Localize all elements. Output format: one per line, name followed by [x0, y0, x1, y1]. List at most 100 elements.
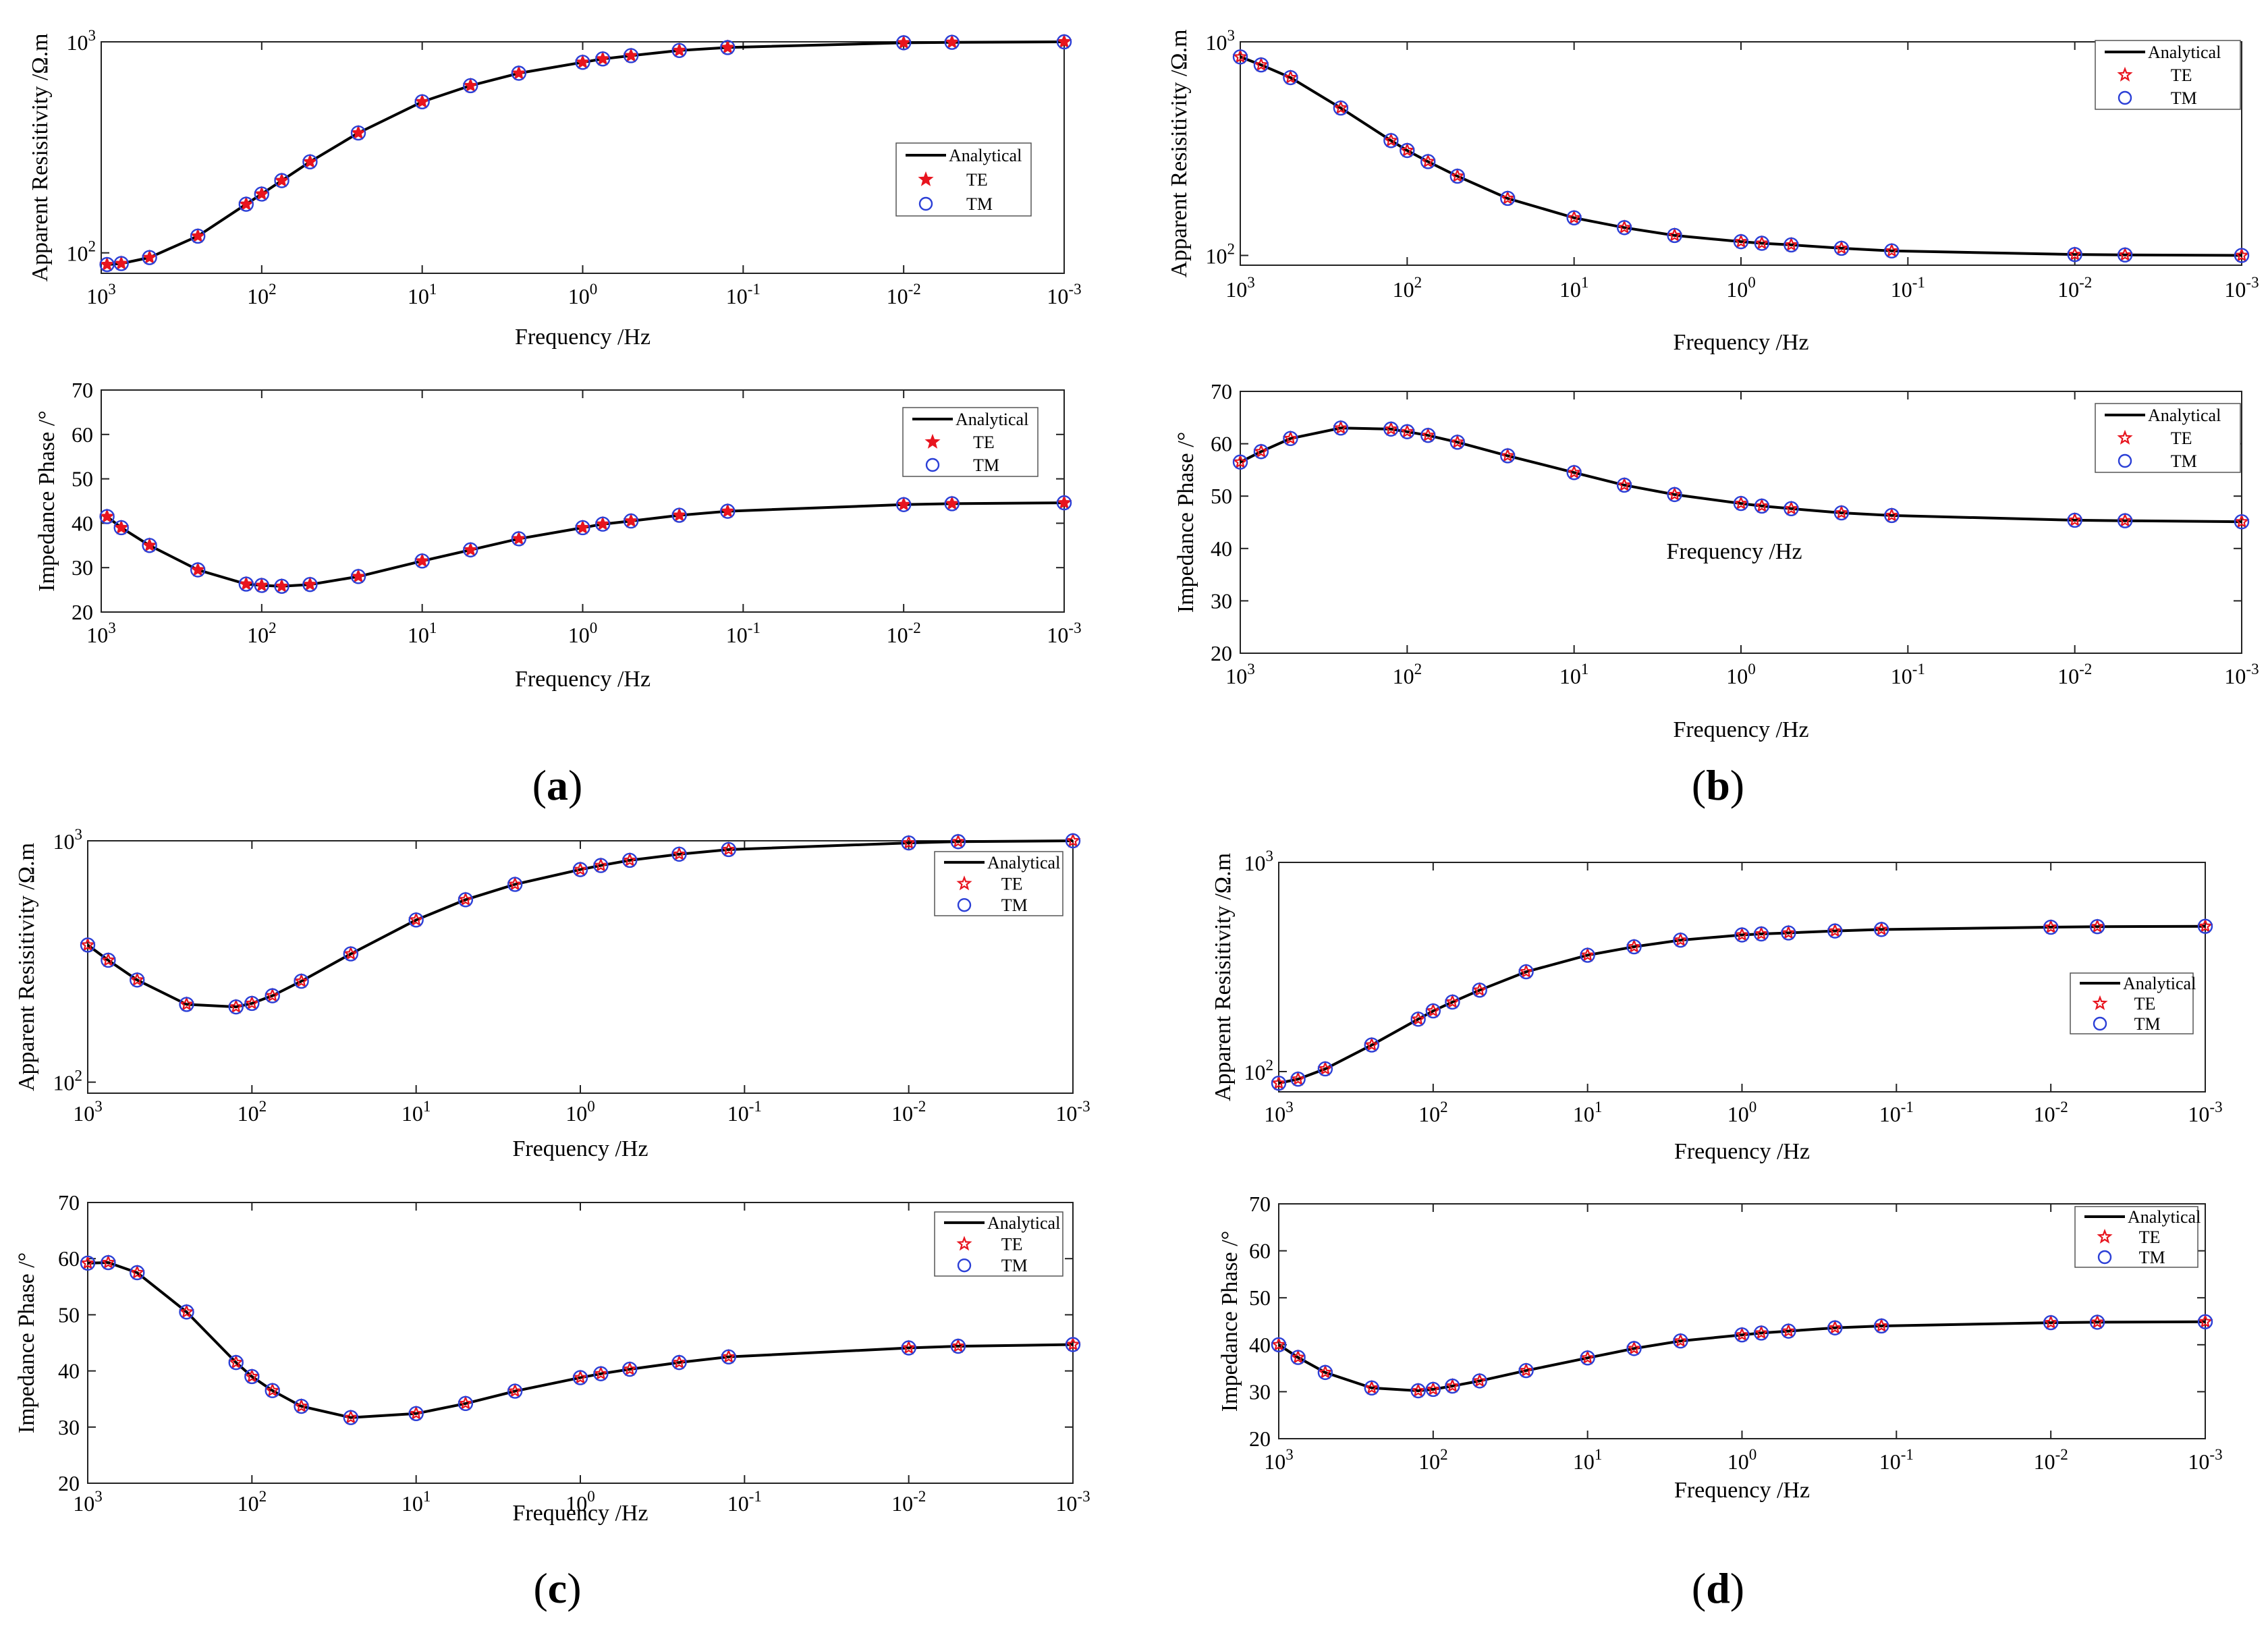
- x-axis-label: Frequency /Hz: [1674, 1139, 1810, 1164]
- tm-point: [408, 912, 424, 928]
- x-tick-label-base: 10: [1559, 277, 1581, 302]
- y-tick-label-base: 10: [1244, 1060, 1265, 1084]
- x-tick-label-base: 10: [1727, 1449, 1749, 1474]
- x-tick-label-exponent: 3: [94, 1487, 103, 1505]
- x-tick-label: 10-3: [2188, 1445, 2222, 1474]
- x-tick-label-base: 10: [73, 1101, 94, 1126]
- te-point: [1734, 927, 1750, 942]
- x-tick-label-base: 10: [1879, 1102, 1901, 1126]
- te-point: [2117, 246, 2133, 262]
- tm-point: [1056, 495, 1072, 511]
- y-tick-label-base: 10: [1244, 851, 1265, 875]
- x-tick-label-base: 10: [1891, 277, 1912, 302]
- te-point: [254, 577, 270, 592]
- x-tick-label: 103: [86, 619, 116, 647]
- tm-point: [228, 999, 244, 1015]
- x-tick-label: 10-1: [726, 280, 760, 308]
- tm-point: [463, 78, 478, 94]
- te-point: [623, 512, 639, 528]
- x-tick-label: 100: [1727, 1445, 1757, 1474]
- tm-point: [1333, 420, 1349, 436]
- legend-label-tm: TM: [1001, 895, 1028, 915]
- x-tick-label: 10-1: [726, 619, 760, 647]
- x-tick-label-exponent: 3: [1285, 1098, 1294, 1115]
- x-tick-label-exponent: 2: [269, 280, 277, 298]
- x-tick-label-base: 10: [1573, 1449, 1595, 1474]
- te-point: [671, 42, 688, 57]
- tm-point: [113, 256, 129, 271]
- te-point: [1783, 236, 1800, 252]
- tm-point: [1733, 495, 1749, 512]
- te-point: [265, 987, 281, 1003]
- te-point: [244, 995, 260, 1010]
- tm-point: [1733, 233, 1749, 250]
- x-tick-label-base: 10: [402, 1491, 423, 1516]
- x-tick-label: 100: [565, 1487, 595, 1516]
- te-point: [302, 153, 319, 169]
- tm-point: [414, 94, 430, 110]
- tm-point: [142, 250, 157, 265]
- x-tick-label-exponent: -2: [2055, 1098, 2068, 1115]
- tm-point: [572, 862, 588, 877]
- te-point: [80, 1254, 96, 1270]
- x-tick-label-exponent: 0: [1748, 273, 1756, 291]
- te-point: [1753, 1325, 1769, 1340]
- y-tick-label: 50: [58, 1302, 80, 1327]
- tm-point: [130, 972, 145, 988]
- tm-point: [1283, 431, 1298, 447]
- te-point: [511, 530, 527, 546]
- x-tick-label: 100: [1726, 660, 1756, 688]
- tm-point: [575, 520, 590, 536]
- x-tick-label-exponent: -2: [908, 280, 921, 298]
- tm-point: [1232, 454, 1248, 470]
- tm-point: [1283, 70, 1298, 86]
- tm-point: [265, 1383, 280, 1398]
- x-tick-label: 102: [247, 619, 277, 647]
- y-tick-label: 102: [1244, 1056, 1273, 1084]
- y-tick-label-exponent: 3: [1227, 26, 1235, 44]
- x-tick-label: 101: [402, 1487, 431, 1516]
- te-point: [1518, 963, 1534, 978]
- te-point: [99, 508, 115, 524]
- y-tick-label: 103: [1244, 847, 1273, 875]
- x-tick-label: 103: [1264, 1445, 1294, 1474]
- legend-label-analytical: Analytical: [987, 853, 1060, 873]
- tm-point: [1781, 1323, 1796, 1339]
- y-tick-label-base: 10: [53, 1071, 74, 1095]
- x-tick-label: 10-3: [2224, 273, 2259, 302]
- tm-point: [1673, 1333, 1688, 1349]
- te-point: [944, 34, 960, 49]
- tm-point: [244, 995, 260, 1012]
- tm-point: [343, 1410, 359, 1425]
- te-point: [1065, 1336, 1081, 1352]
- tm-point: [1518, 1362, 1534, 1379]
- te-point: [302, 576, 318, 592]
- te-point: [1754, 497, 1770, 513]
- tm-point: [179, 1304, 194, 1320]
- x-tick-label-exponent: 2: [1440, 1445, 1448, 1463]
- te-point: [1056, 494, 1072, 509]
- te-point: [1271, 1336, 1287, 1352]
- x-tick-label: 10-1: [727, 1487, 762, 1516]
- tm-point: [302, 154, 318, 170]
- te-point: [1317, 1060, 1333, 1076]
- tm-point: [1472, 983, 1487, 998]
- tm-point: [1410, 1383, 1426, 1399]
- y-tick-label: 70: [58, 1190, 80, 1215]
- tm-point: [343, 946, 359, 962]
- tm-point: [99, 509, 115, 524]
- te-point: [1616, 476, 1632, 492]
- te-point: [1733, 233, 1749, 248]
- te-point: [350, 124, 366, 140]
- x-tick-label-base: 10: [1264, 1102, 1285, 1126]
- x-tick-label-exponent: 1: [1595, 1445, 1603, 1463]
- tm-point: [720, 503, 736, 519]
- x-tick-label-base: 10: [727, 1491, 749, 1516]
- y-tick-label: 60: [1249, 1239, 1271, 1263]
- te-point: [2043, 918, 2059, 934]
- te-point: [507, 1383, 523, 1398]
- te-point: [1420, 427, 1436, 443]
- tm-point: [1626, 1341, 1642, 1356]
- te-point: [414, 93, 431, 109]
